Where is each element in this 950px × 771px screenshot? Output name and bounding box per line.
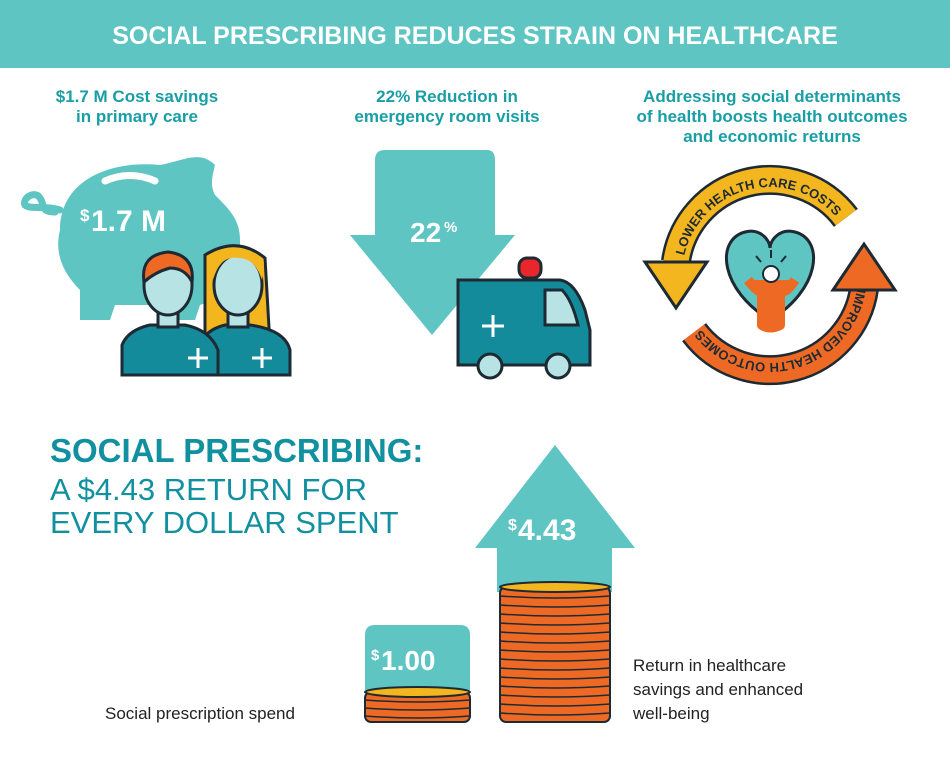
- coin-edge: [499, 667, 611, 671]
- coin-edge: [364, 715, 471, 719]
- up-arrow-icon: [475, 445, 635, 592]
- coin-edge: [499, 613, 611, 617]
- coin-edge: [499, 676, 611, 680]
- coin-edge: [499, 694, 611, 698]
- piggy-currency-symbol: $: [80, 206, 90, 225]
- roi-heading: SOCIAL PRESCRIBING:: [50, 432, 423, 469]
- coin-edge: [499, 595, 611, 599]
- reduction-percent-symbol: %: [444, 219, 457, 236]
- stat-3-caption-line-2: of health boosts health outcomes: [636, 107, 907, 126]
- header-banner: [0, 0, 950, 68]
- stat-2-caption-line-1: 22% Reduction in: [376, 87, 518, 106]
- down-arrow-icon: [350, 150, 515, 335]
- return-currency-symbol: $: [508, 517, 517, 534]
- coin-edge: [499, 658, 611, 662]
- coin-edge: [364, 699, 471, 703]
- coin-edge: [499, 712, 611, 716]
- reduction-value: 22: [410, 217, 441, 248]
- coin-edge: [499, 631, 611, 635]
- coin-edge: [499, 649, 611, 653]
- coin-edge: [364, 707, 471, 711]
- coin-top: [364, 686, 471, 698]
- stat-3-caption-line-1: Addressing social determinants: [643, 87, 901, 106]
- spend-label: Social prescription spend: [105, 704, 295, 723]
- stat-3-caption-line-3: and economic returns: [683, 127, 861, 146]
- return-value: 4.43: [518, 514, 576, 547]
- coin-edge: [499, 703, 611, 707]
- coin-top: [499, 581, 611, 593]
- coin-edge: [499, 640, 611, 644]
- coin-edge: [499, 622, 611, 626]
- return-label-line-2: savings and enhanced: [633, 680, 803, 699]
- return-label-line-1: Return in healthcare: [633, 656, 786, 675]
- piggy-bank-icon: [21, 157, 241, 320]
- stat-2-caption-line-2: emergency room visits: [354, 107, 539, 126]
- roi-subheading-line-1: A $4.43 RETURN FOR: [50, 472, 367, 507]
- coin-edge: [499, 685, 611, 689]
- header-title: SOCIAL PRESCRIBING REDUCES STRAIN ON HEA…: [112, 22, 838, 50]
- cycle-diagram-icon: [642, 164, 898, 386]
- return-label-line-3: well-being: [632, 704, 710, 723]
- spend-currency-symbol: $: [371, 647, 380, 664]
- spend-tab: [365, 625, 470, 690]
- stat-1-caption-line-2: in primary care: [76, 107, 198, 126]
- roi-subheading-line-2: EVERY DOLLAR SPENT: [50, 505, 399, 540]
- coin-edge: [499, 604, 611, 608]
- piggy-value: 1.7 M: [91, 205, 166, 238]
- ambulance-icon: [456, 256, 592, 380]
- return-coin-stack: [499, 581, 611, 723]
- spend-coin-stack: [364, 686, 471, 723]
- spend-value: 1.00: [381, 645, 436, 676]
- healthcare-workers-icon: [120, 244, 292, 377]
- stat-1-caption-line-1: $1.7 M Cost savings: [56, 87, 219, 106]
